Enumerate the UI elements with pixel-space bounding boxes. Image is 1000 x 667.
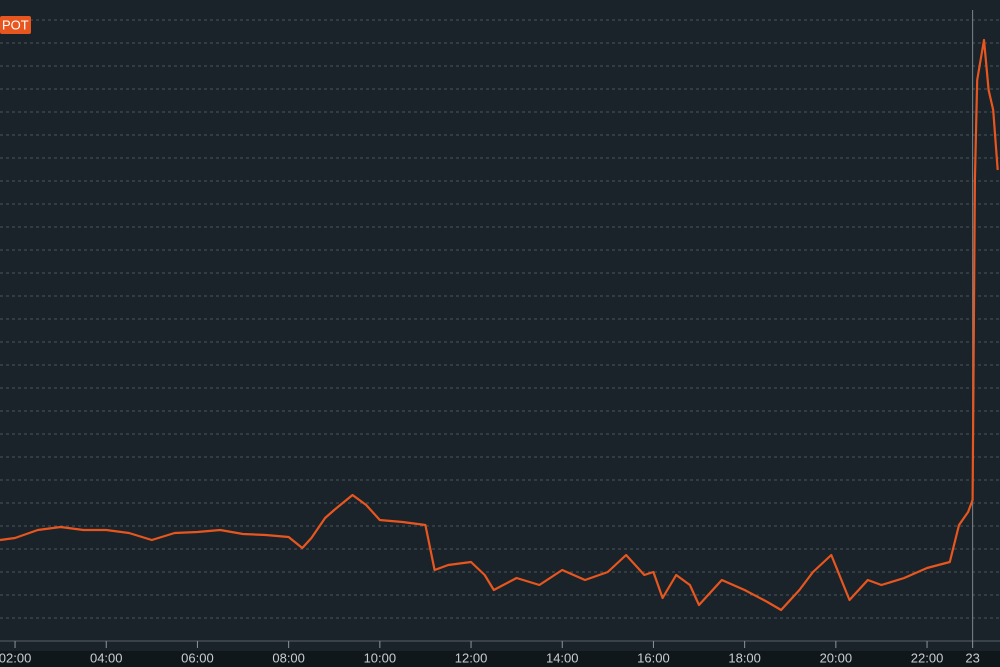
x-tick-label: 18:00 — [728, 650, 761, 665]
x-tick-label: 20:00 — [820, 650, 853, 665]
x-tick-label: 08:00 — [272, 650, 305, 665]
x-tick-label: 12:00 — [455, 650, 488, 665]
chart-title: POT — [2, 17, 29, 32]
axis-band — [0, 651, 1000, 667]
title-badge — [0, 16, 31, 34]
x-tick-label: 04:00 — [90, 650, 123, 665]
x-tick-label: 14:00 — [546, 650, 579, 665]
x-tick-label: 02:00 — [0, 650, 31, 665]
x-tick-label: 16:00 — [637, 650, 670, 665]
x-tick-label: 06:00 — [181, 650, 214, 665]
x-tick-label: 22:00 — [911, 650, 944, 665]
x-tick-label: 10:00 — [364, 650, 397, 665]
price-line — [0, 38, 999, 612]
x-tick-label: 23 — [965, 650, 979, 665]
